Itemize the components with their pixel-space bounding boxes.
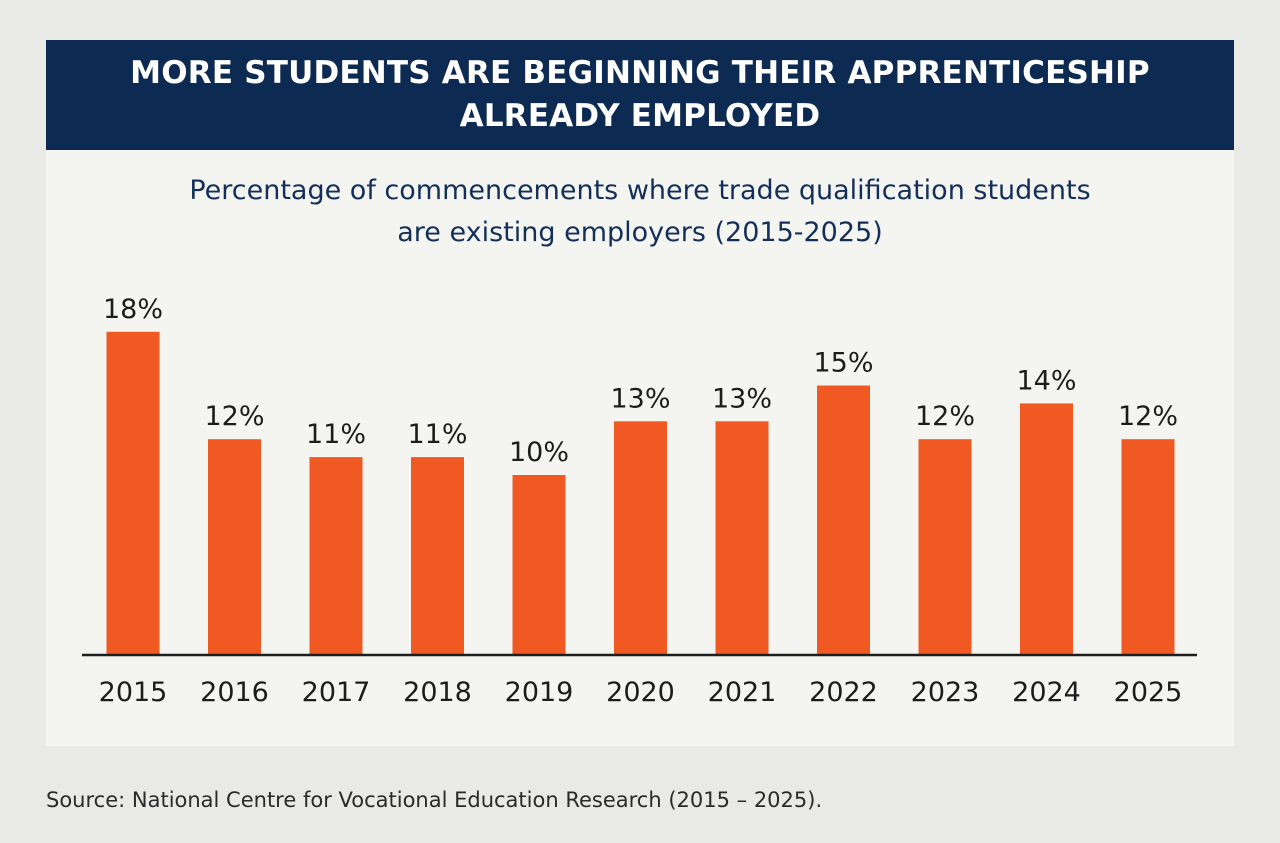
bar-2022: [817, 385, 870, 654]
bar-2018: [411, 457, 464, 654]
data-label-2017: 11%: [306, 419, 366, 450]
bar-2015: [106, 331, 160, 654]
title-banner: MORE STUDENTS ARE BEGINNING THEIR APPREN…: [46, 40, 1234, 150]
x-tick-label-2025: 2025: [1114, 677, 1183, 708]
bar-2023: [918, 439, 972, 654]
x-tick-label-2021: 2021: [708, 677, 777, 708]
bar-2017: [309, 457, 363, 654]
data-label-2015: 18%: [103, 294, 163, 325]
data-label-2025: 12%: [1118, 401, 1178, 432]
chart-title-line-2: ALREADY EMPLOYED: [459, 98, 821, 134]
chart-subtitle-line-2: are existing employers (2015-2025): [397, 217, 883, 248]
chart-subtitle-line-1: Percentage of commencements where trade …: [189, 175, 1091, 206]
x-tick-label-2023: 2023: [911, 677, 980, 708]
data-label-2020: 13%: [610, 383, 670, 414]
data-label-2016: 12%: [204, 401, 264, 432]
bar-2024: [1020, 403, 1073, 654]
bar-2020: [614, 421, 667, 654]
x-tick-label-2019: 2019: [505, 677, 574, 708]
bar-2021: [715, 421, 769, 654]
data-label-2019: 10%: [509, 437, 569, 468]
bar-2016: [208, 439, 261, 654]
data-label-2018: 11%: [407, 419, 467, 450]
x-tick-label-2015: 2015: [99, 677, 168, 708]
x-tick-label-2017: 2017: [302, 677, 371, 708]
x-tick-label-2024: 2024: [1012, 677, 1081, 708]
chart-title-line-1: MORE STUDENTS ARE BEGINNING THEIR APPREN…: [130, 55, 1150, 91]
data-label-2023: 12%: [915, 401, 975, 432]
source-note: Source: National Centre for Vocational E…: [46, 788, 823, 812]
data-label-2024: 14%: [1016, 365, 1076, 396]
x-tick-label-2022: 2022: [809, 677, 878, 708]
x-tick-label-2018: 2018: [403, 677, 472, 708]
data-label-2022: 15%: [813, 348, 873, 379]
bar-2025: [1121, 439, 1175, 654]
data-label-2021: 13%: [712, 383, 772, 414]
chart-subtitle: Percentage of commencements where trade …: [0, 170, 1280, 254]
x-tick-label-2020: 2020: [606, 677, 675, 708]
bar-2019: [512, 475, 566, 654]
bar-chart: 18% 2015 12% 2016 11% 2017 11% 2018 10% 2019 13% 20…: [82, 294, 1197, 708]
x-tick-label-2016: 2016: [200, 677, 269, 708]
